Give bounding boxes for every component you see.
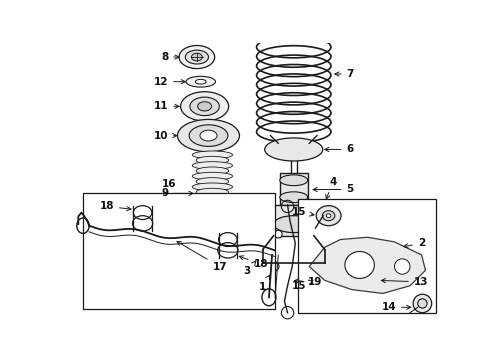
Ellipse shape xyxy=(192,204,233,212)
Ellipse shape xyxy=(373,245,393,265)
Text: 18: 18 xyxy=(99,202,131,211)
Text: 14: 14 xyxy=(381,302,411,312)
Text: 9: 9 xyxy=(161,188,193,198)
Text: 16: 16 xyxy=(162,179,177,189)
Ellipse shape xyxy=(318,202,329,216)
Ellipse shape xyxy=(189,125,228,147)
Ellipse shape xyxy=(192,183,233,191)
Ellipse shape xyxy=(177,120,240,152)
Ellipse shape xyxy=(196,220,229,228)
Ellipse shape xyxy=(265,261,279,272)
Bar xyxy=(83,193,275,309)
Ellipse shape xyxy=(394,259,410,274)
Ellipse shape xyxy=(192,53,202,61)
Ellipse shape xyxy=(197,102,212,111)
Ellipse shape xyxy=(280,175,308,186)
Text: 17: 17 xyxy=(177,242,227,271)
Polygon shape xyxy=(309,237,425,293)
Ellipse shape xyxy=(305,230,313,238)
Ellipse shape xyxy=(190,97,220,116)
Text: 11: 11 xyxy=(154,101,179,111)
Text: 3: 3 xyxy=(243,261,256,276)
Ellipse shape xyxy=(196,177,229,185)
Text: 18: 18 xyxy=(239,256,268,269)
Ellipse shape xyxy=(186,76,216,87)
Ellipse shape xyxy=(196,210,229,217)
Text: 13: 13 xyxy=(381,277,428,287)
Ellipse shape xyxy=(265,138,323,161)
Text: 12: 12 xyxy=(154,77,185,87)
Ellipse shape xyxy=(192,215,233,223)
Text: 5: 5 xyxy=(313,184,354,194)
Text: 8: 8 xyxy=(161,52,179,62)
Ellipse shape xyxy=(181,92,229,121)
Ellipse shape xyxy=(185,50,209,64)
Polygon shape xyxy=(280,172,308,205)
Text: 6: 6 xyxy=(325,144,354,154)
Ellipse shape xyxy=(196,188,229,196)
Ellipse shape xyxy=(418,299,427,308)
Polygon shape xyxy=(313,228,387,288)
Ellipse shape xyxy=(192,162,233,169)
Ellipse shape xyxy=(192,194,233,201)
Ellipse shape xyxy=(200,130,217,141)
Ellipse shape xyxy=(366,238,400,272)
Ellipse shape xyxy=(345,252,374,278)
Text: 15: 15 xyxy=(292,280,313,291)
Ellipse shape xyxy=(192,172,233,180)
Bar xyxy=(298,199,437,313)
Ellipse shape xyxy=(274,230,282,238)
Ellipse shape xyxy=(378,250,388,260)
Text: 1: 1 xyxy=(259,275,270,292)
Ellipse shape xyxy=(322,211,335,221)
Text: 4: 4 xyxy=(326,177,337,199)
Ellipse shape xyxy=(280,192,308,203)
Text: 15: 15 xyxy=(292,207,314,217)
Text: 19: 19 xyxy=(294,277,322,287)
Ellipse shape xyxy=(316,206,341,226)
Ellipse shape xyxy=(255,247,268,259)
Text: 7: 7 xyxy=(335,69,354,79)
Ellipse shape xyxy=(192,151,233,159)
Text: 10: 10 xyxy=(154,131,177,141)
Ellipse shape xyxy=(273,216,314,233)
Ellipse shape xyxy=(196,156,229,164)
Ellipse shape xyxy=(326,214,331,217)
Ellipse shape xyxy=(196,167,229,175)
Ellipse shape xyxy=(196,199,229,207)
Text: 2: 2 xyxy=(404,238,425,248)
Polygon shape xyxy=(273,205,314,236)
Ellipse shape xyxy=(179,45,215,69)
Ellipse shape xyxy=(413,294,432,313)
Ellipse shape xyxy=(196,80,206,84)
